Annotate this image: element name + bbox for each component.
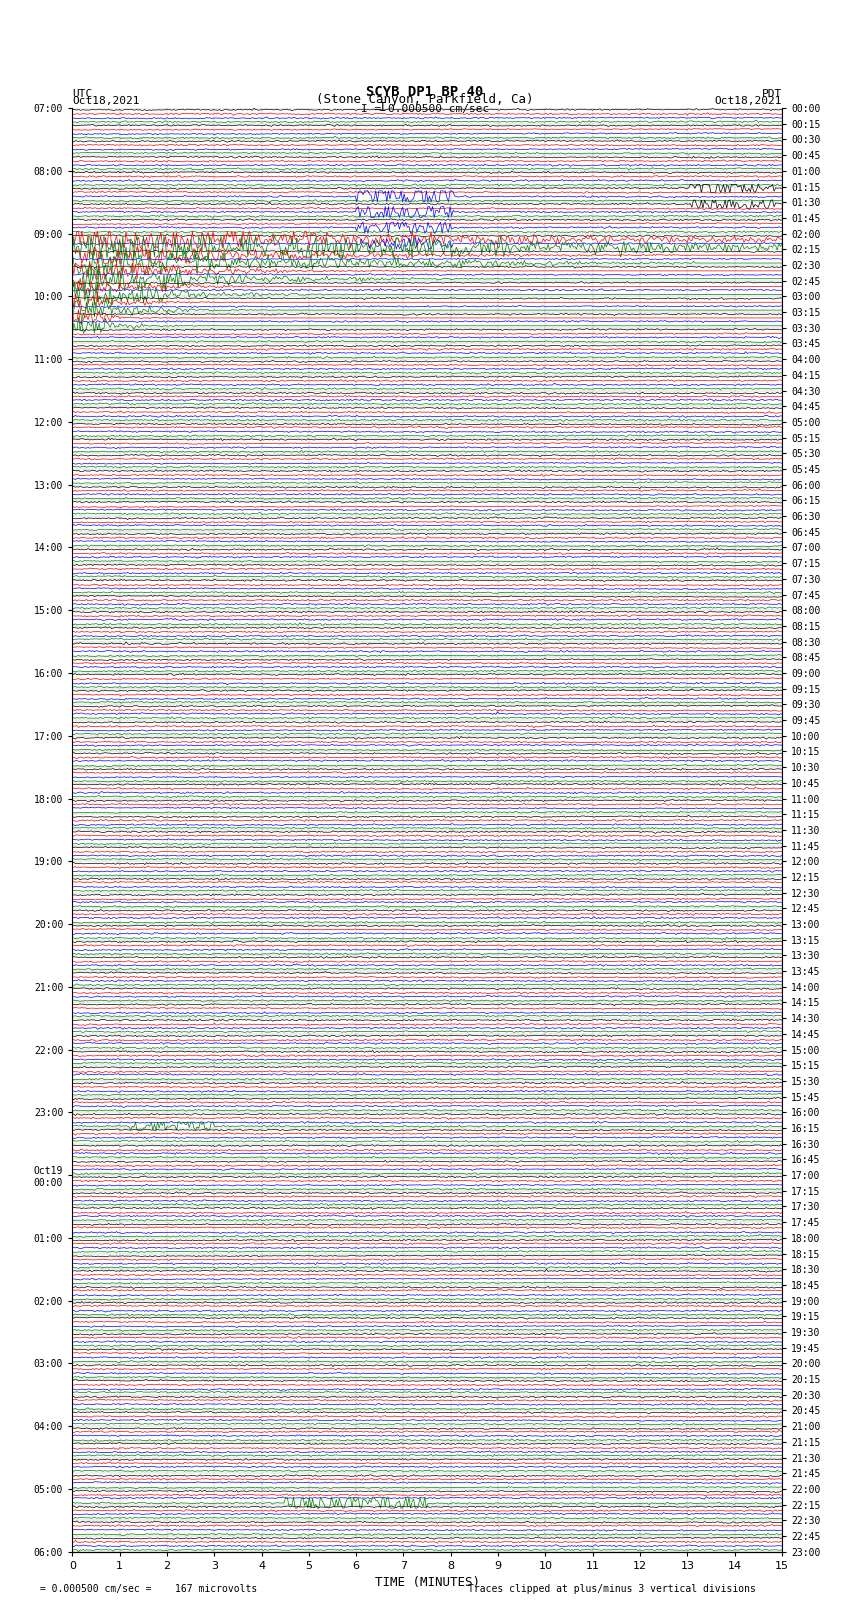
- Text: PDT: PDT: [762, 89, 782, 100]
- Text: = 0.000500 cm/sec =    167 microvolts: = 0.000500 cm/sec = 167 microvolts: [34, 1584, 258, 1594]
- Text: SCYB DP1 BP 40: SCYB DP1 BP 40: [366, 85, 484, 100]
- Text: (Stone Canyon, Parkfield, Ca): (Stone Canyon, Parkfield, Ca): [316, 94, 534, 106]
- Text: Oct18,2021: Oct18,2021: [72, 97, 139, 106]
- Text: Traces clipped at plus/minus 3 vertical divisions: Traces clipped at plus/minus 3 vertical …: [468, 1584, 756, 1594]
- Text: I = 0.000500 cm/sec: I = 0.000500 cm/sec: [361, 103, 489, 113]
- X-axis label: TIME (MINUTES): TIME (MINUTES): [375, 1576, 479, 1589]
- Text: I: I: [378, 100, 386, 113]
- Text: Oct18,2021: Oct18,2021: [715, 97, 782, 106]
- Text: UTC: UTC: [72, 89, 93, 100]
